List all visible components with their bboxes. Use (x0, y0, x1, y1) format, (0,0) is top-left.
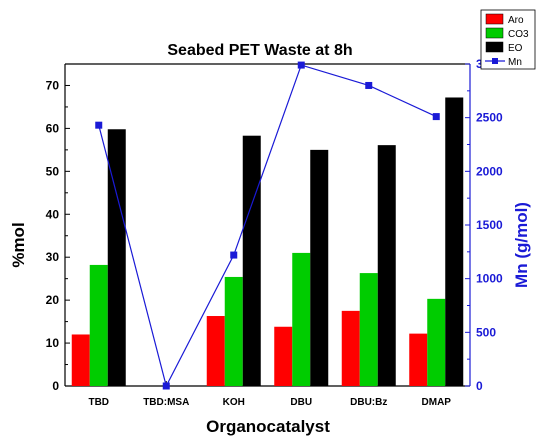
legend-label-eo: EO (508, 43, 523, 54)
y-tick-label: 60 (46, 121, 60, 135)
marker-mn (95, 121, 103, 129)
x-tick-label: DBU (290, 397, 312, 408)
legend-label-co3: CO3 (508, 29, 529, 40)
bar-aro (274, 326, 293, 386)
x-tick-label: DBU:Bz (350, 397, 387, 408)
y2-axis-title: Mn (g/mol) (512, 202, 531, 288)
bar-co3 (359, 273, 378, 386)
y-tick-label: 70 (46, 78, 60, 92)
y-tick-label: 30 (46, 250, 60, 264)
bar-eo (445, 97, 464, 386)
marker-mn (432, 113, 440, 121)
legend-marker-mn (492, 58, 498, 64)
y2-tick-label: 2000 (476, 164, 503, 178)
bar-aro (206, 316, 225, 386)
bar-eo (242, 135, 261, 386)
y-tick-label: 50 (46, 164, 60, 178)
legend: Aro CO3 EO Mn (480, 9, 536, 70)
bar-co3 (427, 298, 446, 386)
y-tick-label: 0 (52, 379, 59, 393)
y-tick-label: 20 (46, 293, 60, 307)
y2-tick-label: 0 (476, 379, 483, 393)
line-mn (98, 64, 437, 388)
y-tick-label: 10 (46, 336, 60, 350)
chart-title: Seabed PET Waste at 8h (167, 42, 352, 59)
x-tick-label: KOH (223, 397, 245, 408)
bar-aro (409, 333, 428, 386)
y2-tick-label: 1000 (476, 272, 503, 286)
y2-tick-label: 1500 (476, 218, 503, 232)
legend-swatch-eo (485, 41, 504, 53)
legend-swatch-aro (485, 13, 504, 25)
bar-aro (71, 334, 90, 386)
marker-mn (365, 81, 373, 89)
x-tick-label: DMAP (422, 397, 452, 408)
legend-swatch-co3 (485, 27, 504, 39)
plot-area: 010203040506070050010001500200025003000T… (46, 57, 503, 408)
bar-eo (107, 129, 126, 386)
x-axis-title: Organocatalyst (206, 417, 330, 436)
marker-mn (230, 251, 238, 259)
bar-co3 (292, 252, 311, 386)
bar-eo (377, 145, 396, 386)
legend-label-mn: Mn (508, 57, 522, 68)
y2-tick-label: 500 (476, 325, 496, 339)
bar-co3 (224, 276, 243, 386)
marker-mn (297, 61, 305, 69)
bar-eo (310, 149, 329, 386)
y2-tick-label: 2500 (476, 111, 503, 125)
marker-mn (162, 382, 170, 390)
bar-co3 (89, 264, 108, 386)
legend-label-aro: Aro (508, 15, 524, 26)
x-tick-label: TBD (88, 397, 109, 408)
y-tick-label: 40 (46, 207, 60, 221)
bar-aro (341, 310, 360, 386)
x-tick-label: TBD:MSA (143, 397, 189, 408)
y-axis-title: %mol (9, 222, 28, 267)
